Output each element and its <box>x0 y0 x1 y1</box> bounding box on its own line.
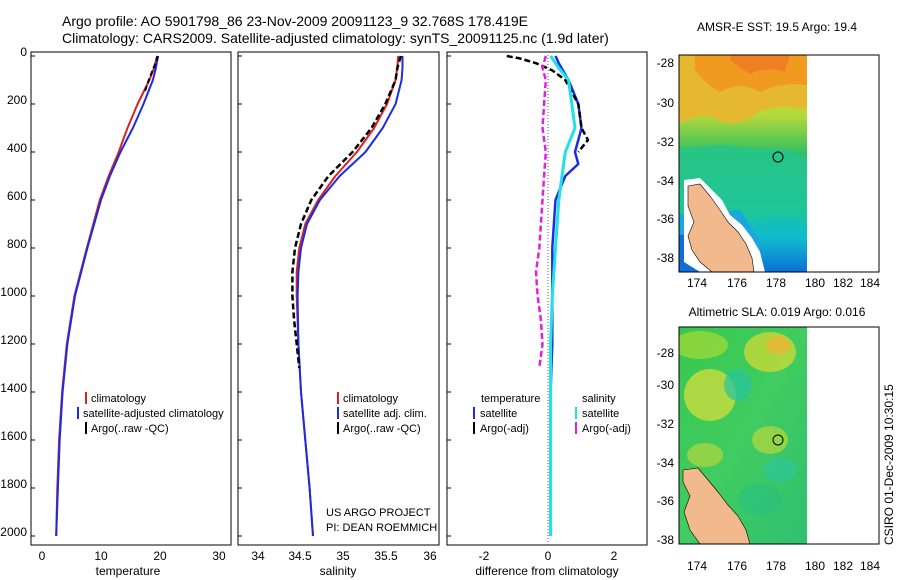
series-line-satellite-adjusted-climatology <box>55 55 160 537</box>
lat-tick: -30 <box>657 378 675 392</box>
legend-label: Argo(-adj) <box>582 423 631 435</box>
depth-tick: 0 <box>20 45 27 59</box>
lon-tick: 184 <box>860 559 880 573</box>
temperature-x-tick: 20 <box>153 549 167 563</box>
legend-header-salinity: salinity <box>582 393 616 405</box>
legend-label: Argo(..raw -QC) <box>91 423 169 435</box>
legend-label: satellite <box>480 408 517 420</box>
lon-tick: 182 <box>833 559 853 573</box>
lon-tick: 184 <box>860 276 880 290</box>
salinity-x-tick: 34.5 <box>288 549 312 563</box>
sla-map-axes: -28 -30 -32 -34 -36 -38 174 176 178 180 … <box>657 346 881 573</box>
depth-tick: 1200 <box>0 333 27 347</box>
sst-map-image <box>679 55 807 272</box>
timestamp-side-label: CSIRO 01-Dec-2009 10:30:15 <box>882 384 896 545</box>
depth-tickmarks <box>31 55 451 537</box>
lat-tick: -28 <box>657 56 675 70</box>
series-line-salinity-argo-adj <box>534 55 548 369</box>
profile-series <box>55 54 590 537</box>
salinity-x-tick: 34 <box>251 549 265 563</box>
lon-tick: 180 <box>805 559 825 573</box>
legend-label: climatology <box>343 393 399 405</box>
pi-credit: PI: DEAN ROEMMICH <box>326 522 437 534</box>
salinity-panel-frame <box>237 51 440 546</box>
lat-tick: -34 <box>657 174 675 188</box>
series-line-salinity-satellite <box>549 55 577 536</box>
sla-map-title: Altimetric SLA: 0.019 Argo: 0.016 <box>689 305 866 319</box>
sla-map-frame <box>678 326 880 545</box>
difference-legend: temperature salinity satellite Argo(-adj… <box>473 393 631 435</box>
lat-tick: -28 <box>657 346 675 360</box>
series-line-argo-raw-qc <box>143 55 159 93</box>
lat-tick: -32 <box>657 135 675 149</box>
sla-map-image <box>679 327 807 544</box>
difference-x-tick: -2 <box>479 549 490 563</box>
lon-tick: 174 <box>687 276 707 290</box>
legend-label: satellite adj. clim. <box>343 408 427 420</box>
depth-axis: 0 200 400 600 800 1000 1200 1400 1600 18… <box>0 45 27 539</box>
difference-x-tick: 2 <box>611 549 618 563</box>
title-line-1: Argo profile: AO 5901798_86 23-Nov-2009 … <box>62 13 528 29</box>
series-line-temperature-satellite <box>549 55 583 536</box>
temperature-legend: climatology satellite-adjusted climatolo… <box>77 392 224 435</box>
series-line-climatology <box>55 55 159 537</box>
legend-label: climatology <box>91 393 147 405</box>
difference-panel-frame <box>446 51 648 546</box>
depth-tick: 1400 <box>0 381 27 395</box>
depth-tick: 2000 <box>0 525 27 539</box>
depth-tick: 400 <box>7 141 27 155</box>
sst-map-title: AMSR-E SST: 19.5 Argo: 19.4 <box>697 20 857 34</box>
temperature-x-label: temperature <box>96 564 161 578</box>
difference-x-tick: 0 <box>545 549 552 563</box>
series-line-temperature-argo-adj <box>506 54 590 153</box>
series-line-satellite-adj-clim <box>296 56 404 537</box>
lat-tick: -38 <box>657 533 675 547</box>
difference-x-label: difference from climatology <box>475 564 618 578</box>
depth-tick: 1600 <box>0 429 27 443</box>
lon-tick: 176 <box>727 559 747 573</box>
lon-tick: 180 <box>805 276 825 290</box>
temperature-x-tick: 30 <box>212 549 226 563</box>
legend-header-temperature: temperature <box>481 393 540 405</box>
salinity-x-tick: 35 <box>336 549 350 563</box>
depth-tick: 600 <box>7 189 27 203</box>
lat-tick: -36 <box>657 494 675 508</box>
lon-tick: 176 <box>727 276 747 290</box>
project-credit: US ARGO PROJECT <box>326 507 431 519</box>
sst-map-axes: -28 -30 -32 -34 -36 -38 174 176 178 180 … <box>657 56 881 290</box>
title-line-2: Climatology: CARS2009. Satellite-adjuste… <box>62 30 609 46</box>
depth-tick: 200 <box>7 93 27 107</box>
salinity-x-tick: 35.5 <box>374 549 398 563</box>
salinity-x-axis: 34 34.5 35 35.5 36 salinity <box>251 549 437 578</box>
difference-x-axis: -2 0 2 difference from climatology <box>475 549 618 578</box>
legend-label: Argo(-adj) <box>480 423 529 435</box>
temperature-x-axis: 0 10 20 30 temperature <box>39 549 226 578</box>
lat-tick: -34 <box>657 456 675 470</box>
legend-label: satellite <box>582 408 619 420</box>
sst-map-frame <box>678 54 880 273</box>
lon-tick: 174 <box>687 559 707 573</box>
lat-tick: -30 <box>657 96 675 110</box>
legend-label: Argo(..raw -QC) <box>343 423 421 435</box>
lon-tick: 182 <box>833 276 853 290</box>
lat-tick: -32 <box>657 417 675 431</box>
lat-tick: -38 <box>657 251 675 265</box>
lon-tick: 178 <box>766 276 786 290</box>
temperature-panel-frame <box>30 51 232 546</box>
series-line-argo-raw-qc <box>291 55 402 369</box>
salinity-legend: climatology satellite adj. clim. Argo(..… <box>337 392 427 435</box>
depth-tick: 800 <box>7 237 27 251</box>
salinity-x-tick: 36 <box>423 549 437 563</box>
temperature-x-tick: 10 <box>94 549 108 563</box>
depth-tick: 1000 <box>0 285 27 299</box>
depth-tick: 1800 <box>0 477 27 491</box>
legend-label: satellite-adjusted climatology <box>83 408 224 420</box>
lon-tick: 178 <box>766 559 786 573</box>
lat-tick: -36 <box>657 212 675 226</box>
temperature-x-tick: 0 <box>39 549 46 563</box>
salinity-x-label: salinity <box>320 564 357 578</box>
